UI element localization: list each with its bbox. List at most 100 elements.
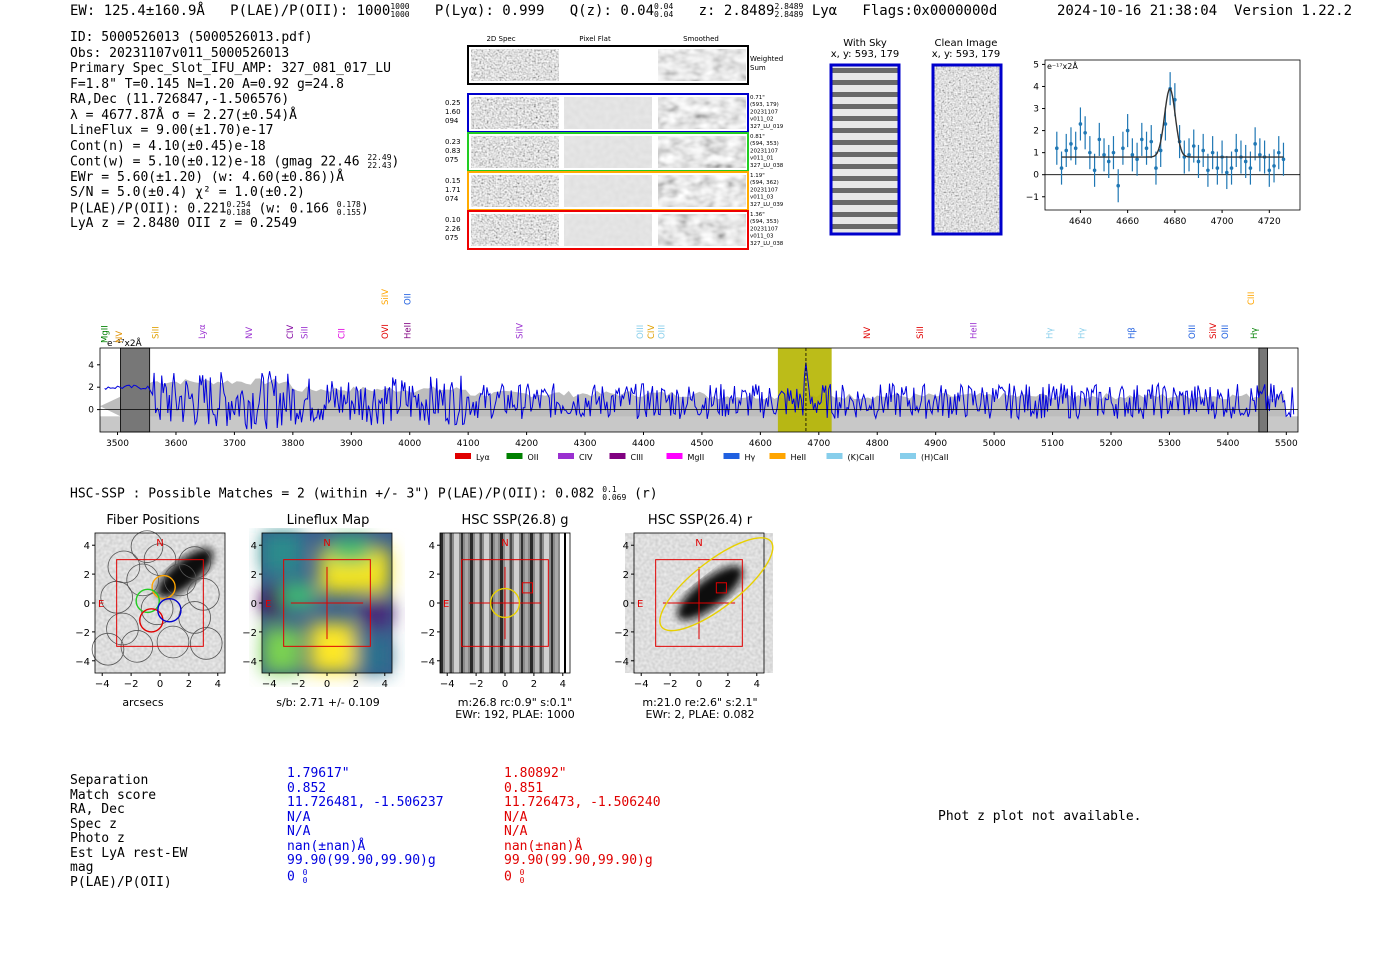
detection-info: ID: 5000526013 (5000526013.pdf) Obs: 202… (70, 30, 399, 232)
panel-xtick-label: −2 (663, 679, 678, 688)
fit-data-point (1163, 122, 1168, 126)
spectrum-line-marker: OIII (1221, 325, 1231, 339)
lineflux-map-xlabel: s/b: 2.71 +/- 0.109 (276, 696, 380, 709)
panel-xtick-label: 0 (157, 679, 163, 688)
spectrum-line-marker: HeII (970, 322, 980, 339)
with-sky-image (831, 65, 899, 234)
cutout-right-label: 327_LU_038 (750, 241, 784, 247)
cutout-flat-2 (564, 175, 652, 207)
compass-east: E (637, 599, 643, 610)
spectrum-line-marker: OIII (636, 325, 646, 339)
cutout-left-label: 094 (445, 117, 459, 125)
fiber-circle-highlighted (151, 574, 176, 600)
compass-east: E (443, 599, 449, 610)
fit-data-point (1173, 97, 1177, 102)
panel-xtick-label: −2 (291, 679, 306, 688)
fit-data-point (1267, 168, 1272, 173)
weighted-2d (471, 49, 559, 81)
header-qz: Q(z): 0.04 (569, 3, 655, 19)
cutout-left-label: 074 (445, 195, 459, 203)
fiber-positions-xlabel: arcsecs (122, 696, 164, 709)
fit-data-point (1253, 142, 1257, 146)
clean-image-frame (931, 63, 1003, 236)
header-plya: P(Lyα): 0.999 (434, 3, 545, 19)
cutout-left-label: 075 (445, 234, 458, 242)
fit-data-point (1140, 137, 1144, 142)
info-plae: P(LAE)/P(OII): 0.221 0.254 0.188 (w: 0.166… (70, 199, 369, 217)
info-id: ID: 5000526013 (5000526013.pdf) (70, 30, 313, 45)
spectrum-line-marker: SiII (916, 326, 926, 339)
cutout-left-label: 075 (445, 156, 458, 164)
fit-data-point (1055, 146, 1059, 151)
compass-north: N (695, 538, 702, 549)
spectrum-xtick-label: 4600 (749, 439, 772, 449)
info-contn: Cont(n) = 4.10(±0.45)e-18 (70, 138, 266, 154)
panel-ytick-label: 0 (429, 599, 435, 610)
panel-ytick-label: −4 (420, 657, 435, 668)
fit-data-point (1158, 148, 1163, 153)
spectrum-line-marker: OVI (381, 324, 391, 339)
spectrum-line-marker: OII (403, 293, 413, 305)
cutout-right-label: 327_LU_038 (750, 163, 784, 169)
cutout-flat-1 (564, 136, 652, 168)
cutout-right-label: 327_LU_039 (750, 202, 784, 208)
fit-xtick-label: 4660 (1116, 217, 1139, 227)
spectrum-line-marker: Hβ (1127, 327, 1137, 339)
panel-ytick-label: −2 (242, 628, 257, 639)
cutout-smoothed-2 (658, 175, 746, 207)
fit-data-point (1097, 137, 1102, 142)
fit-data-point (1111, 150, 1116, 155)
fiber-circle-highlighted (157, 597, 182, 623)
panel-xtick-label: 4 (754, 679, 760, 688)
panel-xtick-label: 2 (531, 679, 537, 688)
fit-ytick-label: 0 (1033, 171, 1039, 181)
fit-ytick-label: 4 (1033, 82, 1039, 92)
legend-label: Lyα (476, 453, 490, 462)
hsc-r-title: HSC SSP(26.4) r (647, 513, 753, 528)
fit-xtick-label: 4720 (1258, 217, 1281, 227)
cutout-right-label: 20231107 (750, 187, 778, 193)
spectrum-xtick-label: 3900 (340, 439, 363, 449)
weighted-label-1: Weighted (750, 55, 783, 63)
spectrum-xtick-label: 5500 (1275, 439, 1298, 449)
spectrum-xtick-label: 4000 (398, 439, 421, 449)
cutout-2d-3 (471, 214, 559, 246)
hsc-g-aperture (489, 587, 521, 619)
fiber-positions-panel (91, 530, 225, 673)
cutout-right-label: (594, 353) (750, 219, 779, 225)
info-lambda: λ = 4677.87Å σ = 2.27(±0.54)Å (70, 107, 297, 123)
header-flags: Flags:0x0000000d (862, 3, 998, 19)
clean-image-label: Clean Image x, y: 593, 179 (931, 38, 1001, 60)
panel-xtick-label: −4 (262, 679, 277, 688)
fit-data-point (1210, 150, 1215, 155)
spectrum-flux-line (104, 362, 1295, 430)
cutout-left-label: 0.83 (445, 147, 461, 155)
cutout-right-label: (594, 353) (750, 141, 779, 147)
compass-north: N (501, 538, 508, 549)
hsc-r-aperture (659, 537, 774, 632)
panel-search-box (116, 559, 204, 647)
panel-xtick-label: 4 (382, 679, 388, 688)
cutout-flat-3 (564, 214, 652, 246)
photz-note: Phot z plot not available. (938, 809, 1142, 824)
panel-ytick-label: 4 (251, 541, 257, 552)
col-label-2d: 2D Spec (486, 35, 515, 43)
fit-data-point (1201, 148, 1205, 153)
panel-search-box (461, 559, 549, 647)
fit-data-point (1059, 166, 1064, 170)
fit-data-point (1135, 157, 1139, 162)
fit-ytick-label: 5 (1033, 60, 1039, 70)
legend-label: (H)CaII (921, 453, 948, 462)
cutout-right-label: v011_02 (750, 117, 774, 123)
fit-data-point (1088, 150, 1092, 155)
panel-xtick-label: −4 (95, 679, 110, 688)
weighted-smoothed (658, 49, 746, 81)
line-fit-plot: −1 0 1 2 3 4 5 4640 4660 4680 4700 4720 e⁻¹⁷x2Å (1026, 59, 1301, 227)
spectrum-line-marker: CIV (647, 325, 657, 339)
with-sky-label: With Sky x, y: 593, 179 (830, 38, 900, 60)
full-spectrum-plot: 0 2 4 3500 3600 3700 3800 3900 4000 4100 4200 4300 4… (88, 289, 1299, 462)
spectrum-line-marker: CII (337, 328, 347, 339)
fit-data-point (1106, 159, 1111, 164)
cutout-left-label: 0.23 (445, 138, 461, 146)
legend-label: OII (528, 453, 539, 462)
